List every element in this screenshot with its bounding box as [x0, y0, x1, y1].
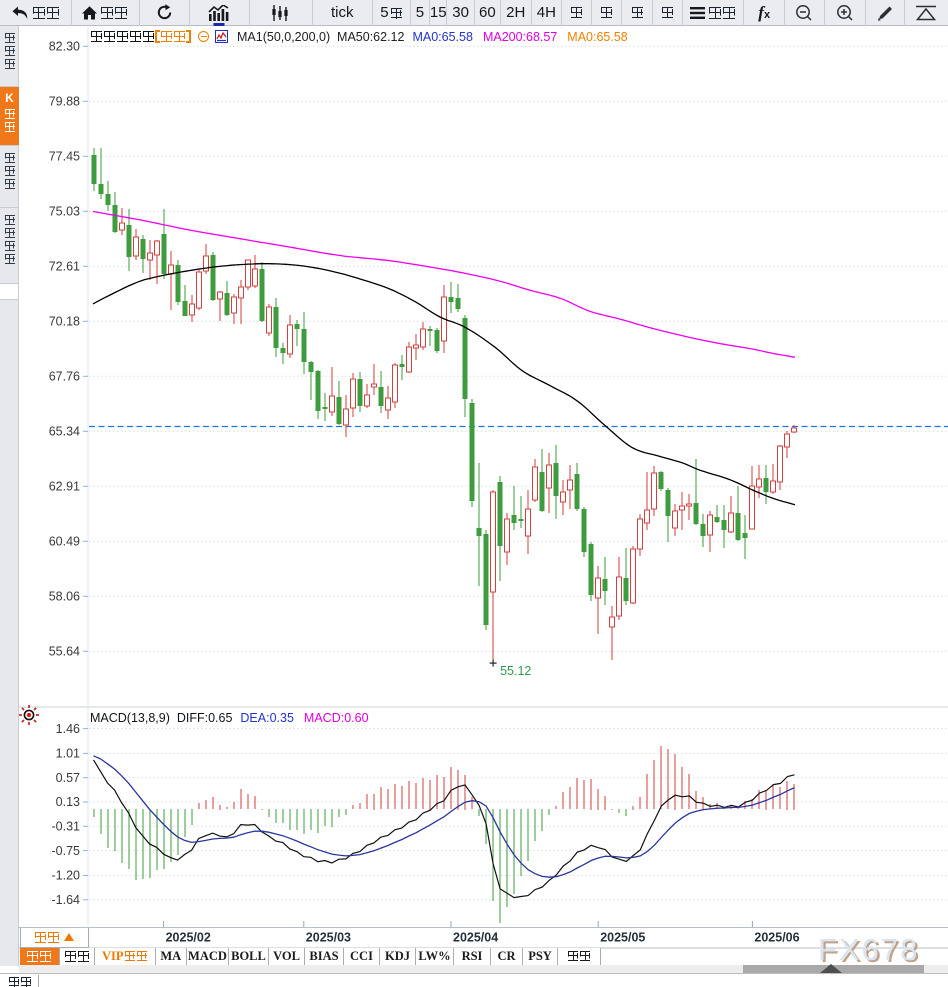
svg-text:55.12: 55.12	[500, 664, 531, 678]
svg-text:2025/02: 2025/02	[166, 931, 211, 945]
svg-text:62.91: 62.91	[49, 480, 80, 494]
svg-text:-1.20: -1.20	[52, 869, 81, 883]
svg-text:-0.75: -0.75	[52, 844, 81, 858]
svg-text:2025/04: 2025/04	[453, 931, 498, 945]
svg-text:79.88: 79.88	[49, 95, 80, 109]
svg-text:2025/03: 2025/03	[306, 931, 351, 945]
svg-text:82.30: 82.30	[49, 40, 80, 54]
svg-text:2025/06: 2025/06	[754, 931, 799, 945]
svg-text:70.18: 70.18	[49, 315, 80, 329]
svg-text:65.34: 65.34	[49, 425, 80, 439]
svg-text:72.61: 72.61	[49, 260, 80, 274]
svg-text:60.49: 60.49	[49, 535, 80, 549]
svg-text:0.13: 0.13	[56, 795, 80, 809]
svg-text:0.57: 0.57	[56, 771, 80, 785]
svg-text:75.03: 75.03	[49, 205, 80, 219]
svg-text:67.76: 67.76	[49, 370, 80, 384]
svg-text:55.64: 55.64	[49, 645, 80, 659]
svg-text:1.46: 1.46	[56, 722, 80, 736]
svg-text:1.01: 1.01	[56, 747, 80, 761]
svg-text:-1.64: -1.64	[52, 893, 81, 907]
svg-text:77.45: 77.45	[49, 150, 80, 164]
svg-text:2025/05: 2025/05	[600, 931, 645, 945]
svg-text:58.06: 58.06	[49, 590, 80, 604]
svg-text:-0.31: -0.31	[52, 820, 81, 834]
